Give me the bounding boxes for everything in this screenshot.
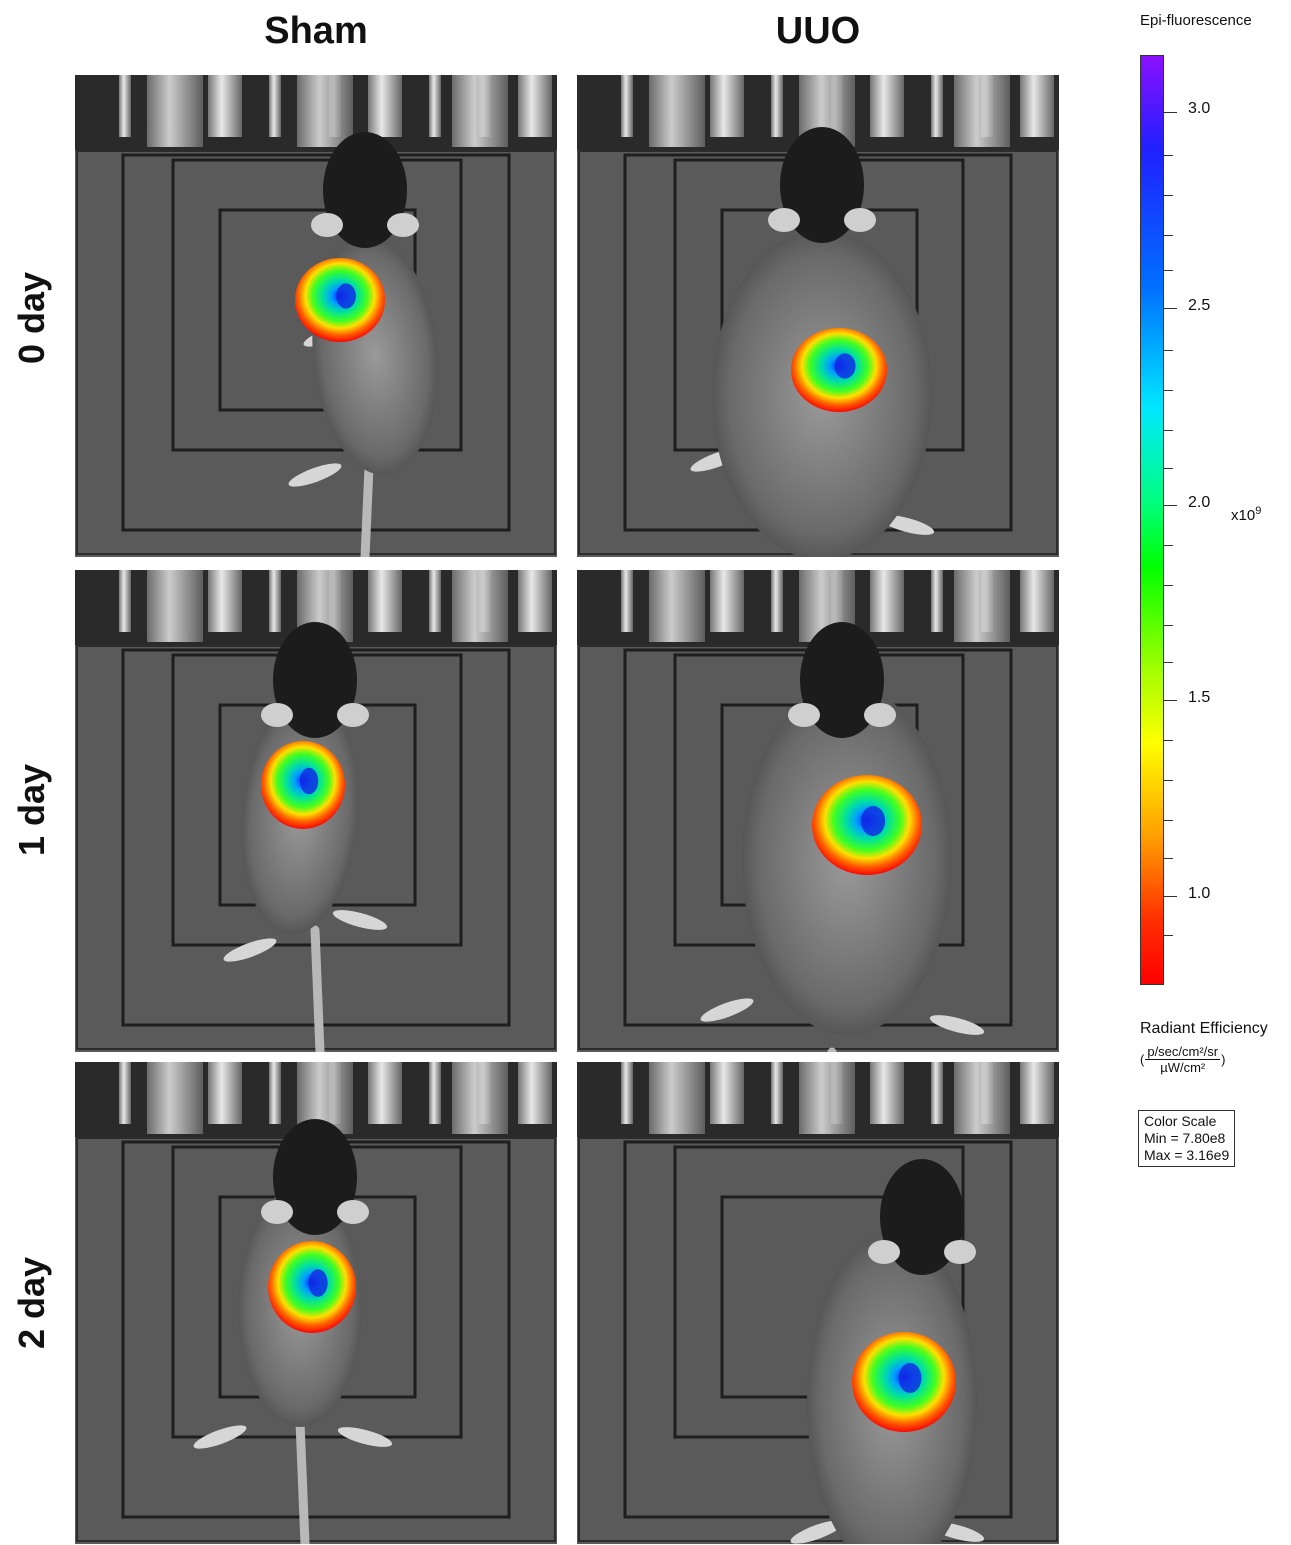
colorbar-tick-label: 2.0 — [1188, 494, 1211, 511]
color-scale-bar — [1140, 55, 1164, 985]
image-uuo-2-day — [577, 1062, 1059, 1544]
colorbar-exponent: x109 — [1231, 505, 1262, 524]
quantity-label: Radiant Efficiency — [1140, 1020, 1268, 1037]
color-scale-box: Color Scale Min = 7.80e8 Max = 3.16e9 — [1138, 1110, 1236, 1167]
image-sham-0-day — [75, 75, 557, 557]
unit-label: ( p/sec/cm²/sr µW/cm² ) — [1140, 1044, 1226, 1075]
column-header-sham: Sham — [264, 10, 368, 52]
legend-title: Epi-fluorescence — [1140, 12, 1252, 29]
scale-box-title: Color Scale — [1144, 1113, 1217, 1129]
image-uuo-1-day — [577, 570, 1059, 1052]
colorbar-tick-label: 2.5 — [1188, 297, 1211, 314]
image-sham-1-day — [75, 570, 557, 1052]
colorbar-tick-label: 1.5 — [1188, 689, 1211, 706]
scale-max: Max = 3.16e9 — [1144, 1147, 1230, 1163]
colorbar-tick-label: 3.0 — [1188, 100, 1211, 117]
row-label-0-day: 0 day — [11, 271, 52, 365]
image-sham-2-day — [75, 1062, 557, 1544]
scale-min: Min = 7.80e8 — [1144, 1130, 1226, 1146]
column-header-uuo: UUO — [775, 10, 861, 52]
image-uuo-0-day — [577, 75, 1059, 557]
colorbar-tick-label: 1.0 — [1188, 885, 1211, 902]
row-label-1-day: 1 day — [11, 763, 52, 857]
row-label-2-day: 2 day — [11, 1256, 52, 1350]
